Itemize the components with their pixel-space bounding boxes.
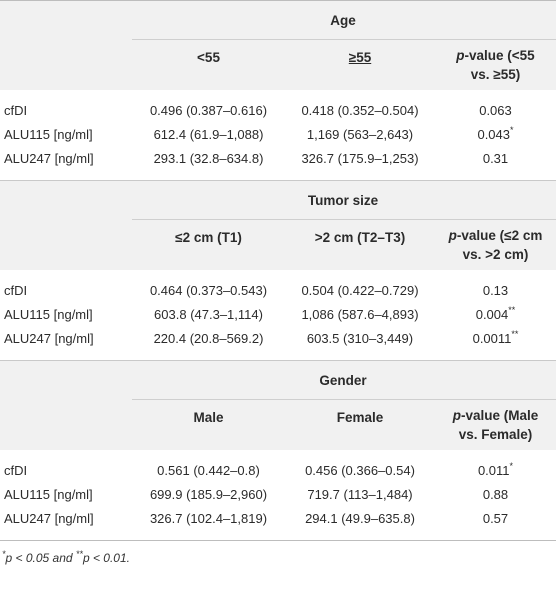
column-header: ≤2 cm (T1) <box>175 230 242 245</box>
cell-value: 603.5 (310–3,449) <box>306 330 414 346</box>
row-label: cfDI <box>4 102 28 118</box>
column-header: <55 <box>197 50 220 65</box>
group-header-gender: Gender Male Female p-value (Male vs. Fema… <box>0 360 556 450</box>
table-row: ALU247 [ng/ml] 220.4 (20.8–569.2) 603.5 … <box>0 326 556 350</box>
row-label: ALU115 [ng/ml] <box>4 486 93 502</box>
column-header-row: Male Female p-value (Male vs. Female) <box>0 400 556 450</box>
row-label: ALU247 [ng/ml] <box>4 150 94 166</box>
cell-value: 719.7 (113–1,484) <box>307 486 413 502</box>
cell-pvalue: 0.004** <box>475 304 516 322</box>
group-title: Age <box>330 12 356 28</box>
cell-value: 220.4 (20.8–569.2) <box>153 330 264 346</box>
column-header-pvalue: p-value (<55 vs. ≥55) <box>456 48 535 82</box>
cell-value: 1,086 (587.6–4,893) <box>301 306 419 322</box>
cell-pvalue: 0.011* <box>477 460 514 478</box>
column-header-row: ≤2 cm (T1) >2 cm (T2–T3) p-value (≤2 cm v… <box>0 220 556 270</box>
row-label: ALU115 [ng/ml] <box>4 306 93 322</box>
table-row: ALU247 [ng/ml] 326.7 (102.4–1,819) 294.1… <box>0 506 556 530</box>
cell-value: 699.9 (185.9–2,960) <box>149 486 268 502</box>
cell-value: 1,169 (563–2,643) <box>306 126 414 142</box>
column-header-pvalue: p-value (≤2 cm vs. >2 cm) <box>448 228 543 262</box>
table-row: ALU247 [ng/ml] 293.1 (32.8–634.8) 326.7 … <box>0 146 556 170</box>
group-rows-tumor-size: cfDI 0.464 (0.373–0.543) 0.504 (0.422–0.… <box>0 270 556 360</box>
row-label: ALU247 [ng/ml] <box>4 330 94 346</box>
column-header: >2 cm (T2–T3) <box>314 230 406 245</box>
row-label: cfDI <box>4 282 28 298</box>
table-row: cfDI 0.464 (0.373–0.543) 0.504 (0.422–0.… <box>0 278 556 302</box>
cell-value: 0.456 (0.366–0.54) <box>305 462 415 478</box>
cell-pvalue: 0.0011** <box>472 328 519 346</box>
cell-value: 326.7 (102.4–1,819) <box>149 510 268 526</box>
group-header-tumor-size: Tumor size ≤2 cm (T1) >2 cm (T2–T3) p-va… <box>0 180 556 270</box>
column-header: Female <box>336 410 384 425</box>
divider <box>132 39 556 40</box>
footnote: *p < 0.05 and **p < 0.01. <box>2 549 130 565</box>
group-title: Tumor size <box>307 192 379 208</box>
cell-pvalue: 0.043* <box>477 124 514 142</box>
cell-value: 612.4 (61.9–1,088) <box>153 126 264 142</box>
cell-value: 293.1 (32.8–634.8) <box>153 150 264 166</box>
cell-value: 294.1 (49.9–635.8) <box>305 510 415 526</box>
cell-value: 0.418 (0.352–0.504) <box>301 102 419 118</box>
row-label: ALU115 [ng/ml] <box>4 126 93 142</box>
cell-value: 603.8 (47.3–1,114) <box>154 306 263 322</box>
row-label: ALU247 [ng/ml] <box>4 510 94 526</box>
group-rows-gender: cfDI 0.561 (0.442–0.8) 0.456 (0.366–0.54… <box>0 450 556 540</box>
group-rows-age: cfDI 0.496 (0.387–0.616) 0.418 (0.352–0.… <box>0 90 556 180</box>
cell-pvalue: 0.57 <box>482 510 509 526</box>
divider <box>132 399 556 400</box>
group-title: Gender <box>319 372 367 388</box>
divider <box>0 540 556 541</box>
cell-pvalue: 0.063 <box>479 102 512 118</box>
results-table: Age <55 ≥55 p-value (<55 vs. ≥55) cfDI 0.… <box>0 0 556 565</box>
row-label: cfDI <box>4 462 28 478</box>
column-header: Male <box>193 410 224 425</box>
table-row: cfDI 0.496 (0.387–0.616) 0.418 (0.352–0.… <box>0 98 556 122</box>
table-row: ALU115 [ng/ml] 699.9 (185.9–2,960) 719.7… <box>0 482 556 506</box>
column-header-row: <55 ≥55 p-value (<55 vs. ≥55) <box>0 40 556 90</box>
cell-value: 0.504 (0.422–0.729) <box>301 282 419 298</box>
cell-value: 0.464 (0.373–0.543) <box>149 282 268 298</box>
group-header-age: Age <55 ≥55 p-value (<55 vs. ≥55) <box>0 0 556 90</box>
cell-pvalue: 0.88 <box>482 486 509 502</box>
cell-value: 0.561 (0.442–0.8) <box>157 462 260 478</box>
column-header-pvalue: p-value (Male vs. Female) <box>452 408 539 442</box>
cell-pvalue: 0.13 <box>482 282 509 298</box>
cell-value: 326.7 (175.9–1,253) <box>301 150 419 166</box>
table-row: ALU115 [ng/ml] 603.8 (47.3–1,114) 1,086 … <box>0 302 556 326</box>
table-row: ALU115 [ng/ml] 612.4 (61.9–1,088) 1,169 … <box>0 122 556 146</box>
table-row: cfDI 0.561 (0.442–0.8) 0.456 (0.366–0.54… <box>0 458 556 482</box>
cell-value: 0.496 (0.387–0.616) <box>149 102 268 118</box>
column-header: ≥55 <box>348 50 372 65</box>
divider <box>132 219 556 220</box>
cell-pvalue: 0.31 <box>482 150 509 166</box>
